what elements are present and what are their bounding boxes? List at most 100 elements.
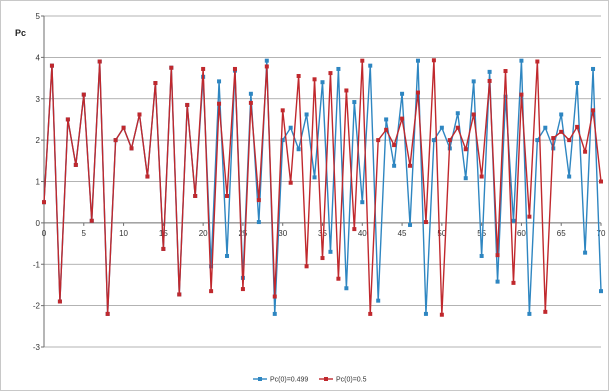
data-point	[344, 286, 349, 291]
data-point	[312, 175, 317, 180]
data-point	[328, 71, 333, 76]
x-tick-label: 20	[199, 229, 208, 238]
legend-item: Pc(0)=0.499	[253, 377, 308, 384]
data-point	[248, 100, 253, 105]
data-point	[487, 78, 492, 83]
data-point	[225, 253, 230, 258]
data-point	[264, 64, 269, 69]
y-axis-label: Pc	[15, 28, 26, 38]
data-point	[89, 218, 94, 223]
data-point	[559, 112, 564, 117]
data-point	[495, 279, 500, 284]
data-point	[599, 179, 603, 184]
y-tick-label: 3	[36, 95, 41, 104]
data-point	[535, 138, 540, 143]
data-point	[352, 227, 357, 232]
x-tick-label: 25	[238, 229, 247, 238]
data-point	[479, 253, 484, 258]
data-point	[567, 138, 572, 143]
data-point	[431, 138, 436, 143]
data-point	[447, 138, 452, 143]
data-point	[336, 66, 341, 71]
legend-label: Pc(0)=0.5	[336, 377, 367, 384]
data-point	[471, 112, 476, 117]
data-point	[384, 127, 389, 132]
y-tick-label: -3	[33, 343, 41, 352]
data-point	[455, 125, 460, 130]
data-point	[256, 220, 261, 225]
data-point	[352, 100, 357, 105]
data-point	[479, 174, 484, 179]
data-point	[153, 81, 158, 86]
legend: Pc(0)=0.499 Pc(0)=0.5	[253, 377, 367, 384]
data-point	[288, 180, 293, 185]
data-point	[527, 214, 532, 219]
data-point	[185, 102, 190, 107]
x-tick-label: 70	[597, 229, 606, 238]
data-point	[463, 147, 468, 152]
data-point	[65, 117, 70, 122]
data-point	[169, 65, 174, 70]
data-point	[137, 112, 142, 117]
data-point	[280, 138, 285, 143]
series-2	[42, 58, 603, 317]
data-point	[288, 125, 293, 130]
data-point	[439, 125, 444, 130]
x-tick-label: 30	[278, 229, 287, 238]
x-tick-label: 40	[358, 229, 367, 238]
data-point	[423, 220, 428, 225]
x-tick-label: 45	[398, 229, 407, 238]
legend-item: Pc(0)=0.5	[319, 377, 367, 384]
data-point	[455, 111, 460, 116]
data-point	[201, 66, 206, 71]
data-point	[193, 193, 198, 198]
data-point	[392, 163, 397, 168]
data-point	[296, 147, 301, 152]
data-point	[360, 200, 365, 205]
data-point	[320, 256, 325, 261]
data-point	[511, 280, 516, 285]
data-point	[368, 311, 373, 316]
x-tick-label: 35	[318, 229, 327, 238]
data-point	[583, 250, 588, 255]
x-tick-label: 55	[477, 229, 486, 238]
legend-swatch-marker	[258, 377, 262, 381]
data-point	[73, 162, 78, 167]
data-point	[304, 264, 309, 269]
data-point	[217, 79, 222, 84]
legend-label: Pc(0)=0.499	[270, 377, 308, 384]
axes	[41, 15, 602, 348]
data-point	[591, 66, 596, 71]
data-point	[503, 94, 508, 99]
data-point	[320, 80, 325, 85]
data-point	[336, 276, 341, 281]
data-point	[121, 125, 126, 130]
data-point	[360, 58, 365, 63]
data-point	[551, 136, 556, 141]
data-point	[439, 312, 444, 317]
data-point	[471, 79, 476, 84]
data-point	[400, 91, 405, 96]
data-point	[113, 138, 118, 143]
data-point	[105, 311, 110, 316]
data-point	[272, 311, 277, 316]
data-point	[415, 58, 420, 63]
data-point	[575, 124, 580, 129]
data-point	[495, 253, 500, 258]
x-tick-label: 50	[437, 229, 446, 238]
data-point	[559, 129, 564, 134]
x-tick-label: 10	[119, 229, 128, 238]
series-lines	[42, 58, 603, 317]
x-tick-label: 5	[82, 229, 87, 238]
data-point	[519, 92, 524, 97]
data-point	[312, 77, 317, 82]
y-tick-label: -1	[33, 260, 41, 269]
y-tick-label: 1	[36, 178, 41, 187]
data-point	[519, 58, 524, 63]
y-tick-label: -2	[33, 302, 41, 311]
data-point	[535, 59, 540, 64]
data-point	[57, 299, 62, 304]
data-point	[225, 193, 230, 198]
